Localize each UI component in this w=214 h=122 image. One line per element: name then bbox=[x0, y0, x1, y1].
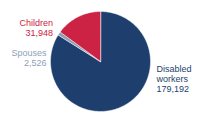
svg-text:Disabledworkers179,192: Disabledworkers179,192 bbox=[156, 64, 192, 94]
svg-text:Children31,948: Children31,948 bbox=[19, 18, 53, 38]
svg-text:Spouses2,526: Spouses2,526 bbox=[11, 48, 47, 68]
